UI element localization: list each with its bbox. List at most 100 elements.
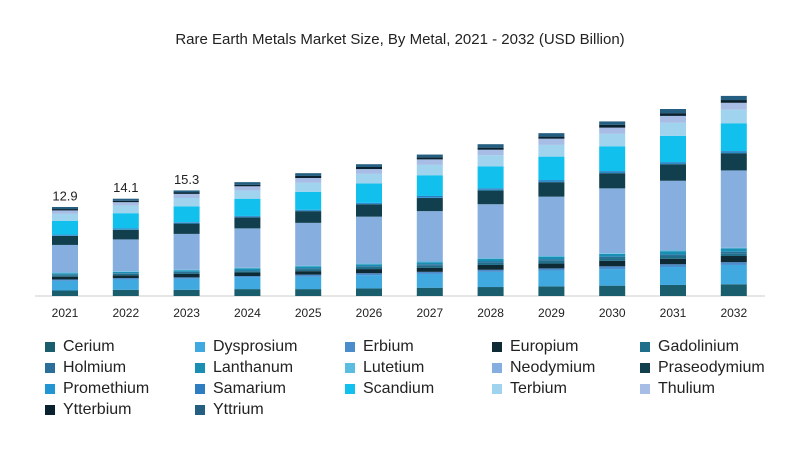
legend-swatch — [195, 384, 205, 394]
bar-segment — [234, 215, 261, 217]
x-tick-label: 2023 — [173, 306, 200, 320]
bar-segment — [173, 272, 200, 274]
bar-segment — [112, 229, 139, 240]
bar-segment — [356, 173, 382, 184]
legend-label: Cerium — [63, 338, 115, 355]
bar-segment — [173, 270, 200, 272]
bar-segment — [599, 269, 626, 286]
bar-segment — [538, 196, 565, 256]
bar-segment — [112, 278, 139, 280]
bar-segment — [52, 244, 78, 273]
bar-segment — [416, 211, 443, 262]
bar-segment — [52, 234, 78, 236]
legend-swatch — [45, 342, 55, 352]
bar-segment — [477, 269, 504, 272]
legend-label: Terbium — [510, 380, 567, 397]
bar-segment — [356, 164, 382, 167]
bar-segment — [720, 247, 747, 249]
bar-segment — [173, 223, 200, 234]
x-tick-label: 2022 — [112, 306, 139, 320]
bar-segment — [234, 268, 261, 271]
bar-segment — [234, 271, 261, 273]
bar-segment — [538, 263, 565, 269]
x-tick-label: 2030 — [599, 306, 626, 320]
bar-segment — [52, 275, 78, 277]
legend-swatch — [195, 405, 205, 415]
bar-segment — [295, 178, 322, 183]
bar-segment — [112, 275, 139, 279]
bar-segment — [477, 258, 504, 259]
bar-segment — [416, 157, 443, 160]
bar-segment — [234, 198, 261, 216]
x-tick-label: 2031 — [660, 306, 687, 320]
bar-segment — [295, 182, 322, 192]
bar-segment — [112, 273, 139, 276]
bar-segment — [538, 268, 565, 271]
bar-segment — [112, 271, 139, 274]
bar-segment — [52, 213, 78, 221]
bar-segment — [112, 271, 139, 272]
bar-segment — [356, 275, 382, 289]
legend-swatch — [45, 405, 55, 415]
bar-segment — [660, 109, 686, 114]
legend-label: Lanthanum — [213, 359, 293, 376]
bar-segment — [112, 279, 139, 290]
bar-segment — [538, 181, 565, 183]
legend-swatch — [640, 342, 650, 352]
bar-segment — [52, 235, 78, 245]
legend-label: Dysprosium — [213, 338, 297, 355]
total-label: 12.9 — [52, 188, 77, 203]
legend-label: Erbium — [363, 338, 414, 355]
bar-segment — [112, 205, 139, 214]
bar-segment — [173, 289, 200, 296]
bar-segment — [720, 95, 747, 101]
bar-segment — [538, 259, 565, 261]
bar-segment — [599, 256, 626, 259]
legend-swatch — [492, 384, 502, 394]
bar-segment — [52, 276, 78, 280]
legend-label: Promethium — [63, 380, 149, 397]
bar-segment — [720, 109, 747, 124]
bar-segment — [52, 272, 78, 274]
bar-segment — [720, 248, 747, 252]
total-label: 15.3 — [174, 172, 199, 187]
bar-segment — [356, 166, 382, 170]
bar-segment — [52, 290, 78, 296]
bar-segment — [660, 162, 686, 164]
bar-segment — [538, 260, 565, 264]
bar-segment — [416, 287, 443, 296]
bar-segment — [416, 267, 443, 272]
bar-segment — [720, 264, 747, 285]
bar-segment — [295, 289, 322, 296]
bar-segment — [660, 122, 686, 136]
bar-segment — [660, 164, 686, 181]
bar-segment — [720, 253, 747, 256]
bar-segment — [477, 271, 504, 288]
bar-segment — [416, 197, 443, 199]
bar-segment — [356, 204, 382, 217]
bar-segment — [416, 154, 443, 158]
bar-segment — [52, 279, 78, 281]
legend-swatch — [345, 384, 355, 394]
x-tick-label: 2028 — [477, 306, 504, 320]
x-tick-label: 2025 — [295, 306, 322, 320]
chart-title: Rare Earth Metals Market Size, By Metal,… — [175, 31, 624, 48]
bar-segment — [477, 261, 504, 263]
bar-segment — [538, 138, 565, 145]
bar-segment — [234, 267, 261, 269]
bar-segment — [173, 192, 200, 194]
bar-segment — [356, 266, 382, 268]
bar-segment — [416, 175, 443, 196]
bar-segment — [416, 195, 443, 198]
legend-label: Neodymium — [510, 359, 595, 376]
x-tick-label: 2027 — [416, 306, 443, 320]
bar-segment — [295, 274, 322, 277]
bar-segment — [720, 170, 747, 248]
bar-segment — [599, 173, 626, 189]
bar-segment — [295, 269, 322, 272]
bar-segment — [599, 121, 626, 125]
x-tick-label: 2032 — [720, 306, 747, 320]
bar-segment — [295, 209, 322, 211]
legend-swatch — [45, 363, 55, 373]
